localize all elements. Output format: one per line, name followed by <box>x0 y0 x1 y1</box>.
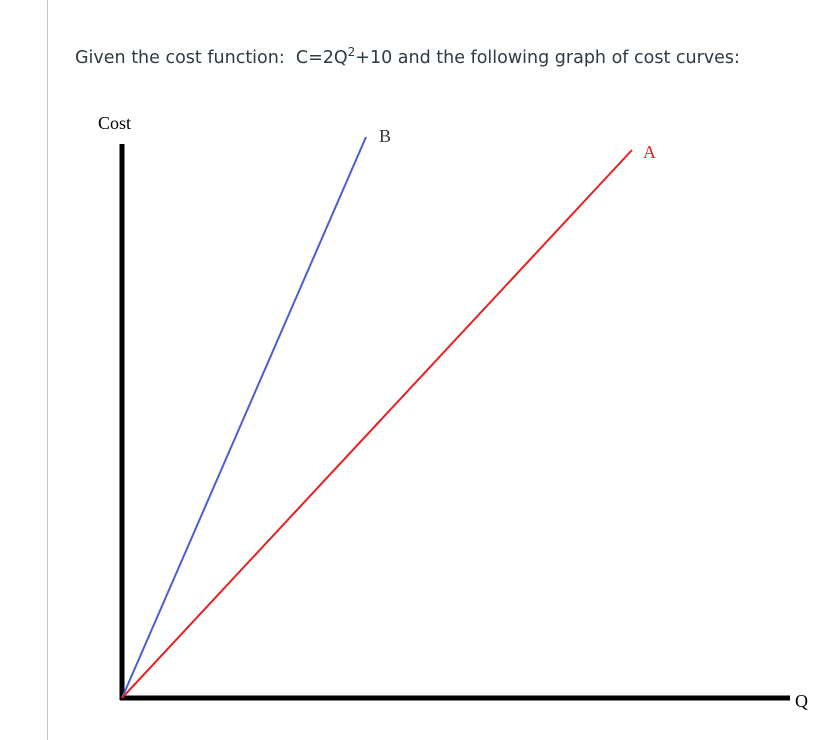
curve-b-label: B <box>379 126 391 146</box>
curve-b <box>121 136 367 699</box>
x-axis-label: Q <box>795 691 808 711</box>
y-axis-label: Cost <box>98 113 131 133</box>
left-border <box>47 0 48 740</box>
curve-a-label: A <box>643 142 656 162</box>
question-part: Given the cost function: C=2Q <box>75 48 348 68</box>
curve-a <box>121 149 633 699</box>
question-superscript: 2 <box>347 45 356 60</box>
question-part: +10 and the following graph of cost curv… <box>355 48 740 68</box>
question-text: Given the cost function: C=2Q2+10 and th… <box>75 45 740 68</box>
